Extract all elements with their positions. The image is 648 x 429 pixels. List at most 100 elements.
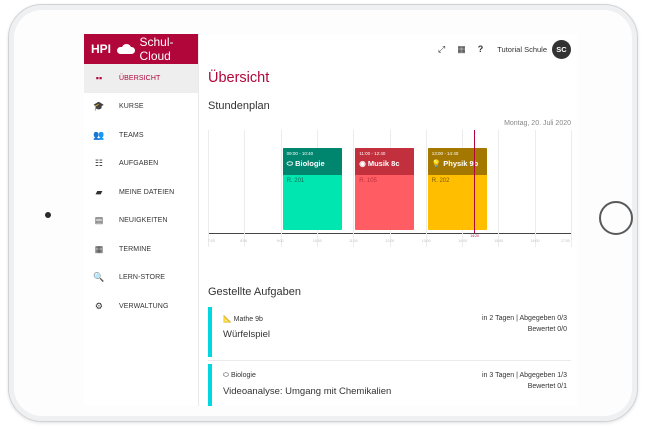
lesson-room: R. 202 bbox=[431, 178, 450, 184]
task-name: Videoanalyse: Umgang mit Chemikalien bbox=[223, 386, 392, 397]
search-icon: 🔍 bbox=[93, 272, 105, 283]
hour-label: 15:00 bbox=[494, 239, 504, 243]
lesson-card[interactable]: 13:00 - 14:40 💡 Physik 9b R. 202 bbox=[427, 148, 487, 230]
cogs-icon: ⚙ bbox=[94, 300, 104, 311]
sidebar-item-label: TERMINE bbox=[119, 245, 152, 253]
sidebar-item-meine-dateien[interactable]: ▰ MEINE DATEIEN bbox=[84, 178, 198, 207]
sidebar-item-termine[interactable]: ▦ TERMINE bbox=[84, 235, 198, 264]
lesson-header: 11:00 - 12:40 ◉ Musik 8c bbox=[355, 148, 415, 175]
hour-gridline bbox=[280, 130, 282, 247]
hour-label: 14:00 bbox=[458, 239, 467, 243]
sidebar-item-kurse[interactable]: 🎓 KURSE bbox=[84, 93, 198, 122]
task-name: Würfelspiel bbox=[223, 329, 270, 340]
course-icon: ⬭ bbox=[223, 372, 229, 379]
task-course-label: Biologie bbox=[230, 372, 256, 379]
fullscreen-icon[interactable]: ⤢ bbox=[438, 43, 446, 54]
avatar[interactable]: SC bbox=[552, 39, 571, 59]
hour-gridline bbox=[571, 130, 572, 247]
task-grade-status: Bewertet 0/1 bbox=[527, 383, 567, 390]
lesson-subject-label: Biologie bbox=[295, 159, 325, 168]
qr-code-icon[interactable]: ▦ bbox=[457, 43, 466, 54]
timetable: 7:00 8:00 9:00 10:00 11:00 12:00 13:00 14:00 15:… bbox=[208, 130, 572, 247]
lesson-time: 09:00 - 10:40 bbox=[286, 151, 314, 156]
help-icon[interactable]: ? bbox=[477, 44, 484, 54]
newspaper-icon: ▤ bbox=[94, 215, 104, 226]
sidebar-item-label: VERWALTUNG bbox=[119, 302, 169, 310]
hour-label: 13:00 bbox=[421, 239, 431, 243]
subject-icon: 💡 bbox=[431, 159, 442, 168]
lesson-time: 11:00 - 12:40 bbox=[359, 151, 386, 156]
users-icon: 👥 bbox=[93, 129, 105, 140]
camera-dot bbox=[45, 212, 51, 218]
lesson-header: 13:00 - 14:40 💡 Physik 9b bbox=[427, 148, 487, 175]
task-due-status: in 3 Tagen | Abgegeben 1/3 bbox=[482, 372, 567, 379]
schedule-date: Montag, 20. Juli 2020 bbox=[504, 120, 571, 127]
hour-gridline bbox=[534, 130, 536, 247]
sidebar-item-label: ÜBERSICHT bbox=[119, 74, 161, 82]
task-course-label: Mathe 9b bbox=[233, 316, 263, 323]
task-course: 📐 Mathe 9b bbox=[223, 315, 263, 323]
hour-gridline bbox=[353, 130, 355, 247]
subject-icon: ⬭ bbox=[286, 159, 293, 168]
tasks-icon: ☷ bbox=[94, 158, 104, 169]
lesson-header: 09:00 - 10:40 ⬭ Biologie bbox=[282, 148, 342, 175]
sidebar: HPI Schul-Cloud ▪▪ ÜBERSICHT 🎓 KURSE 👥 TEAMS ☷… bbox=[84, 34, 199, 406]
lesson-time: 13:00 - 14:40 bbox=[431, 151, 459, 156]
folder-icon: ▰ bbox=[95, 186, 103, 197]
school-name[interactable]: Tutorial Schule bbox=[497, 44, 547, 54]
sidebar-item-teams[interactable]: 👥 TEAMS bbox=[84, 121, 198, 150]
tablet-frame: HPI Schul-Cloud ▪▪ ÜBERSICHT 🎓 KURSE 👥 TEAMS ☷… bbox=[8, 4, 638, 422]
sidebar-item-lern-store[interactable]: 🔍 LERN-STORE bbox=[84, 264, 198, 293]
current-time-indicator bbox=[474, 130, 476, 233]
sidebar-item-label: AUFGABEN bbox=[119, 160, 159, 168]
lesson-card[interactable]: 09:00 - 10:40 ⬭ Biologie R. 201 bbox=[282, 148, 342, 230]
tasks-title: Gestellte Aufgaben bbox=[208, 286, 301, 298]
lesson-card[interactable]: 11:00 - 12:40 ◉ Musik 8c R. 105 bbox=[355, 148, 415, 230]
course-icon: 📐 bbox=[223, 316, 232, 323]
hour-label: 11:00 bbox=[349, 239, 358, 243]
home-button[interactable] bbox=[599, 201, 633, 235]
sidebar-item-verwaltung[interactable]: ⚙ VERWALTUNG bbox=[84, 292, 198, 321]
task-course: ⬭ Biologie bbox=[223, 372, 256, 380]
main-content: Übersicht Stundenplan Montag, 20. Juli 2… bbox=[208, 64, 572, 406]
hour-label: 7:00 bbox=[208, 239, 215, 243]
brand-name: Schul-Cloud bbox=[139, 35, 174, 63]
graduation-cap-icon: 🎓 bbox=[93, 101, 105, 112]
hour-gridline bbox=[498, 130, 500, 247]
app-screen: HPI Schul-Cloud ▪▪ ÜBERSICHT 🎓 KURSE 👥 TEAMS ☷… bbox=[84, 34, 577, 406]
page-title: Übersicht bbox=[208, 70, 270, 86]
lesson-subject-label: Musik 8c bbox=[367, 159, 400, 168]
task-item[interactable]: 📐 Mathe 9b Würfelspiel in 2 Tagen | Abgege… bbox=[208, 307, 571, 357]
hour-label: 16:00 bbox=[530, 239, 540, 243]
calendar-icon: ▦ bbox=[94, 243, 104, 254]
hour-label: 9:00 bbox=[276, 239, 284, 243]
top-bar: ⤢ ▦ ? Tutorial Schule SC bbox=[199, 34, 577, 64]
sidebar-item-label: TEAMS bbox=[119, 131, 144, 139]
current-time-label: 14:20 bbox=[470, 234, 479, 238]
sidebar-item-label: MEINE DATEIEN bbox=[119, 188, 175, 196]
lesson-subject: 💡 Physik 9b bbox=[432, 159, 483, 168]
hour-label: 8:00 bbox=[240, 239, 248, 243]
schedule-title: Stundenplan bbox=[208, 100, 270, 112]
subject-icon: ◉ bbox=[359, 159, 366, 168]
hour-gridline bbox=[244, 130, 246, 247]
hour-label: 12:00 bbox=[385, 239, 395, 243]
lesson-subject-label: Physik 9b bbox=[443, 159, 479, 168]
brand-hpi: HPI bbox=[91, 42, 112, 56]
sidebar-item-label: NEUIGKEITEN bbox=[119, 217, 168, 225]
hour-gridline bbox=[425, 130, 427, 247]
task-item[interactable]: ⬭ Biologie Videoanalyse: Umgang mit Chemi… bbox=[208, 364, 571, 406]
sidebar-item-aufgaben[interactable]: ☷ AUFGABEN bbox=[84, 150, 198, 179]
sidebar-nav: ▪▪ ÜBERSICHT 🎓 KURSE 👥 TEAMS ☷ AUFGABEN ▰ MEINE D… bbox=[84, 64, 198, 321]
lesson-room: R. 105 bbox=[359, 178, 377, 184]
sidebar-item-übersicht[interactable]: ▪▪ ÜBERSICHT bbox=[84, 64, 198, 93]
sidebar-item-neuigkeiten[interactable]: ▤ NEUIGKEITEN bbox=[84, 207, 198, 236]
brand-logo[interactable]: HPI Schul-Cloud bbox=[84, 34, 198, 64]
lesson-subject: ⬭ Biologie bbox=[287, 159, 338, 169]
sidebar-item-label: LERN-STORE bbox=[119, 274, 165, 282]
lesson-room: R. 201 bbox=[286, 178, 305, 184]
sidebar-item-label: KURSE bbox=[119, 103, 144, 111]
dashboard-icon: ▪▪ bbox=[95, 72, 103, 83]
task-divider bbox=[208, 360, 571, 361]
hour-gridline bbox=[208, 130, 209, 247]
